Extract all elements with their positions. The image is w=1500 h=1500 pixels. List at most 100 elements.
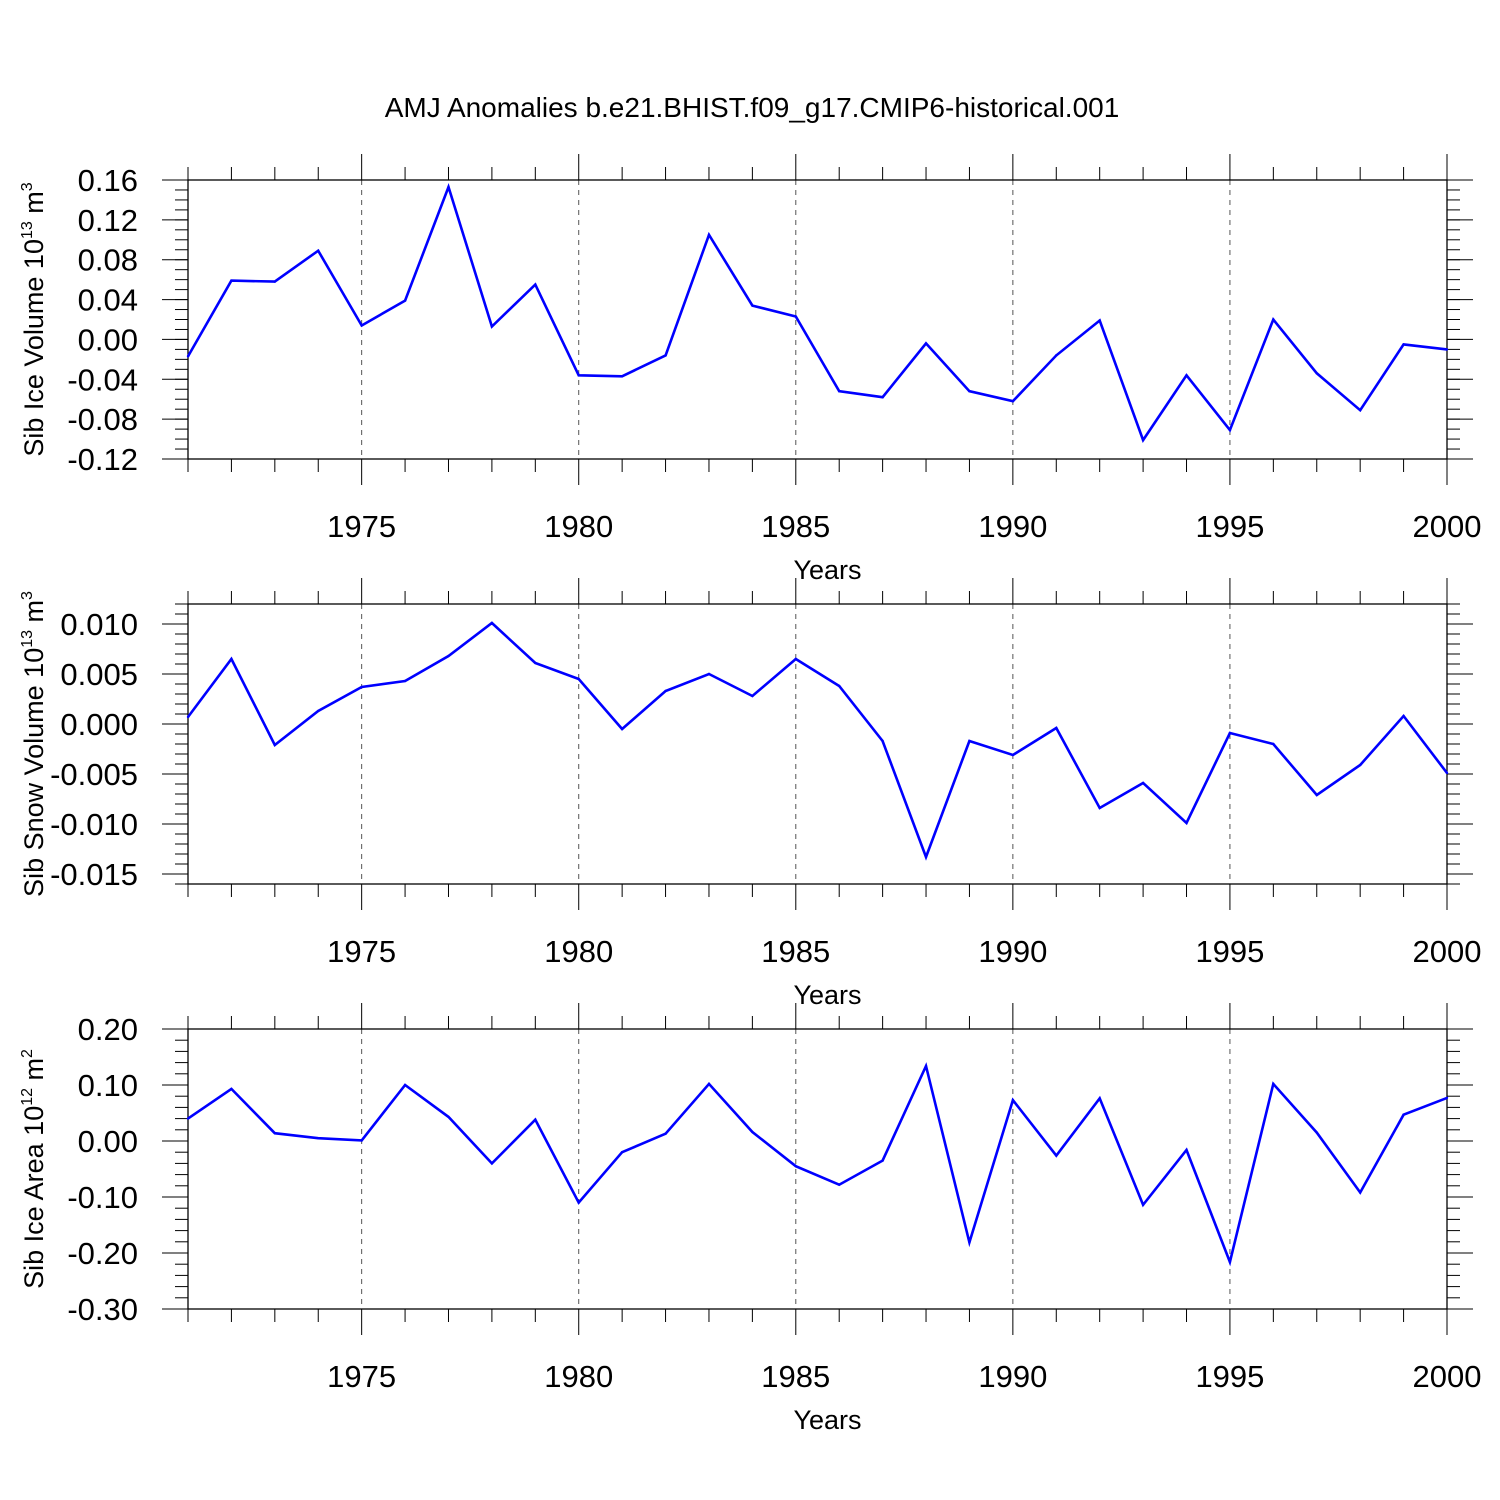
y-tick-label: 0.20 bbox=[78, 1012, 138, 1047]
series-line bbox=[186, 621, 1449, 861]
data-point bbox=[1141, 438, 1145, 442]
data-point bbox=[1402, 714, 1405, 718]
data-point bbox=[924, 1064, 928, 1068]
y-tick-label: 0.16 bbox=[78, 163, 138, 198]
data-point bbox=[751, 694, 754, 698]
y-tick-label: -0.12 bbox=[67, 442, 138, 477]
y-tick-label: 0.10 bbox=[78, 1068, 138, 1103]
y-tick-label: 0.04 bbox=[78, 283, 138, 318]
data-point bbox=[620, 1151, 624, 1154]
x-tick-label: 1980 bbox=[544, 1359, 613, 1394]
x-axis-label: Years bbox=[793, 555, 861, 585]
data-point bbox=[1098, 319, 1101, 322]
data-point bbox=[1228, 1260, 1232, 1264]
data-point bbox=[403, 1083, 407, 1087]
data-point bbox=[1098, 1097, 1101, 1100]
y-tick-label: -0.015 bbox=[50, 857, 138, 892]
data-point bbox=[1055, 1154, 1058, 1157]
x-tick-label: 1990 bbox=[978, 934, 1047, 969]
data-point bbox=[230, 279, 233, 282]
x-tick-label: 1985 bbox=[761, 509, 830, 544]
data-point bbox=[230, 1087, 233, 1091]
data-point bbox=[1315, 372, 1318, 375]
data-point bbox=[577, 1201, 580, 1204]
x-tick-label: 1995 bbox=[1195, 1359, 1264, 1394]
data-point bbox=[620, 727, 624, 731]
chart-panel-1: 1975 1980 1985 1990 1995 2000 Years -0.12 -0.08 -… bbox=[19, 154, 1481, 585]
data-point bbox=[838, 1183, 841, 1186]
data-point bbox=[664, 1132, 667, 1135]
data-point bbox=[751, 1130, 754, 1134]
data-point bbox=[664, 354, 667, 357]
data-point bbox=[707, 672, 711, 676]
data-point bbox=[534, 1118, 537, 1121]
series-line bbox=[187, 1062, 1448, 1267]
data-point bbox=[707, 1082, 711, 1086]
data-point bbox=[447, 185, 450, 189]
data-point bbox=[1141, 1203, 1145, 1207]
data-point bbox=[1185, 1148, 1188, 1152]
y-tick-label: -0.20 bbox=[67, 1236, 138, 1271]
x-axis-label: Years bbox=[793, 1405, 861, 1435]
x-tick-label: 1980 bbox=[544, 509, 613, 544]
y-tick-label: 0.000 bbox=[60, 707, 138, 742]
y-tick-label: 0.00 bbox=[78, 1124, 138, 1159]
y-tick-label: 0.12 bbox=[78, 203, 138, 238]
data-point bbox=[577, 677, 580, 681]
data-point bbox=[1185, 374, 1188, 377]
y-tick-label: -0.04 bbox=[67, 362, 138, 397]
y-tick-label: -0.30 bbox=[67, 1292, 138, 1327]
data-point bbox=[1228, 428, 1232, 432]
chart-panel-3: 1975 1980 1985 1990 1995 2000 Years -0.30 -0.20 -… bbox=[19, 1003, 1481, 1435]
data-point bbox=[1055, 354, 1058, 357]
x-tick-label: 2000 bbox=[1413, 934, 1482, 969]
data-point bbox=[317, 709, 320, 713]
x-axis-label: Years bbox=[793, 980, 861, 1010]
data-point bbox=[1272, 1082, 1275, 1086]
data-point bbox=[490, 325, 494, 328]
data-point bbox=[1272, 742, 1275, 746]
data-point bbox=[1402, 343, 1405, 346]
data-point bbox=[838, 390, 841, 393]
data-point bbox=[317, 249, 320, 252]
x-tick-label: 1990 bbox=[978, 509, 1047, 544]
data-point bbox=[186, 715, 190, 719]
data-point bbox=[881, 739, 884, 743]
data-point bbox=[838, 684, 841, 688]
data-point bbox=[924, 342, 928, 345]
data-point bbox=[881, 396, 884, 399]
data-point bbox=[230, 657, 233, 661]
data-point bbox=[794, 1165, 797, 1168]
x-tick-label: 2000 bbox=[1413, 509, 1482, 544]
data-point bbox=[447, 1115, 450, 1119]
data-point bbox=[1098, 806, 1101, 810]
x-tick-label: 1975 bbox=[327, 1359, 396, 1394]
data-point bbox=[360, 324, 363, 327]
series-line bbox=[186, 183, 1448, 443]
data-point bbox=[1358, 763, 1362, 767]
data-point bbox=[490, 1162, 494, 1165]
data-point bbox=[403, 679, 407, 683]
data-point bbox=[360, 1139, 363, 1142]
figure-title: AMJ Anomalies b.e21.BHIST.f09_g17.CMIP6-… bbox=[385, 92, 1120, 123]
y-tick-label: 0.010 bbox=[60, 607, 138, 642]
y-axis-label: Sib Snow Volume 1013 m3 bbox=[19, 591, 49, 897]
data-point bbox=[273, 1131, 277, 1135]
data-point bbox=[1315, 1131, 1318, 1134]
data-point bbox=[1402, 1113, 1405, 1116]
data-point bbox=[751, 304, 754, 307]
x-tick-label: 1995 bbox=[1195, 509, 1264, 544]
data-point bbox=[273, 743, 277, 747]
data-point bbox=[881, 1159, 884, 1162]
y-tick-label: -0.005 bbox=[50, 757, 138, 792]
data-point bbox=[1272, 318, 1275, 321]
data-point bbox=[360, 685, 363, 689]
data-point bbox=[707, 233, 711, 237]
x-tick-label: 1990 bbox=[978, 1359, 1047, 1394]
x-tick-label: 2000 bbox=[1413, 1359, 1482, 1394]
data-point bbox=[1445, 348, 1449, 351]
data-point bbox=[1228, 731, 1232, 735]
y-tick-label: -0.08 bbox=[67, 402, 138, 437]
data-point bbox=[317, 1137, 320, 1140]
